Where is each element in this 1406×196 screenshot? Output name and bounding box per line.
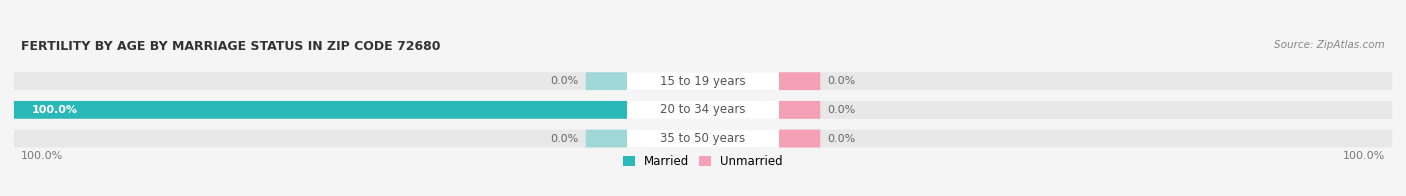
Text: 0.0%: 0.0% <box>827 105 855 115</box>
FancyBboxPatch shape <box>14 101 1392 119</box>
FancyBboxPatch shape <box>14 101 627 119</box>
Text: 20 to 34 years: 20 to 34 years <box>661 103 745 116</box>
Text: 0.0%: 0.0% <box>827 76 855 86</box>
Text: 0.0%: 0.0% <box>551 133 579 143</box>
FancyBboxPatch shape <box>14 72 1392 90</box>
Text: 100.0%: 100.0% <box>21 151 63 161</box>
FancyBboxPatch shape <box>586 72 627 90</box>
FancyBboxPatch shape <box>586 130 627 147</box>
Text: 15 to 19 years: 15 to 19 years <box>661 75 745 88</box>
Text: 0.0%: 0.0% <box>827 133 855 143</box>
Legend: Married, Unmarried: Married, Unmarried <box>623 155 783 168</box>
Text: 100.0%: 100.0% <box>31 105 77 115</box>
Text: Source: ZipAtlas.com: Source: ZipAtlas.com <box>1274 40 1385 50</box>
Text: 0.0%: 0.0% <box>551 76 579 86</box>
FancyBboxPatch shape <box>14 130 1392 147</box>
FancyBboxPatch shape <box>627 72 779 90</box>
FancyBboxPatch shape <box>779 130 820 147</box>
Text: 35 to 50 years: 35 to 50 years <box>661 132 745 145</box>
Text: 100.0%: 100.0% <box>1343 151 1385 161</box>
FancyBboxPatch shape <box>627 101 779 119</box>
FancyBboxPatch shape <box>779 72 820 90</box>
Text: FERTILITY BY AGE BY MARRIAGE STATUS IN ZIP CODE 72680: FERTILITY BY AGE BY MARRIAGE STATUS IN Z… <box>21 40 440 54</box>
FancyBboxPatch shape <box>779 101 820 119</box>
FancyBboxPatch shape <box>627 130 779 147</box>
